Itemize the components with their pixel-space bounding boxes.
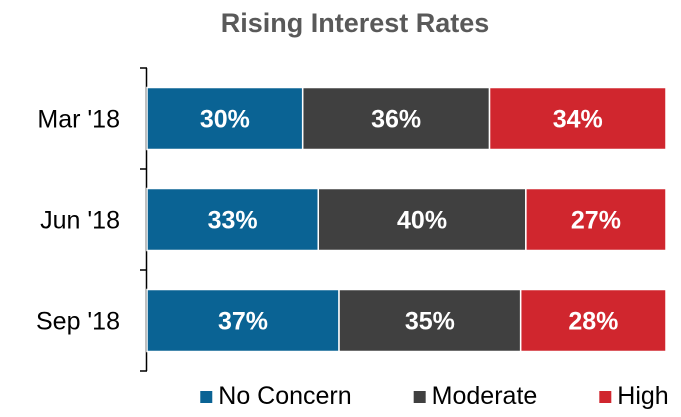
bar-segment-high <box>519 288 667 353</box>
legend-item-no-concern: No Concern <box>200 382 352 410</box>
legend-swatch <box>599 391 612 403</box>
legend: No Concern Moderate High <box>200 382 669 410</box>
data-label: 35% <box>405 308 455 336</box>
category-label: Jun '18 <box>40 207 120 235</box>
category-labels: Mar '18 Jun '18 Sep '18 <box>36 106 120 336</box>
data-label: 27% <box>571 207 621 235</box>
bar-segment-no-concern <box>146 86 304 151</box>
legend-swatch <box>413 391 426 403</box>
bar-segment-moderate <box>317 187 527 252</box>
category-label: Sep '18 <box>36 308 120 336</box>
legend-label: Moderate <box>432 382 538 410</box>
legend-label: High <box>617 382 668 410</box>
data-label: 36% <box>371 106 421 134</box>
bar-segment-no-concern <box>146 187 320 252</box>
bar-segment-moderate <box>301 86 491 151</box>
legend-item-moderate: Moderate <box>413 382 538 410</box>
chart-title: Rising Interest Rates <box>221 8 490 38</box>
data-label: 34% <box>553 106 603 134</box>
data-label: 33% <box>208 207 258 235</box>
bar-segment-high <box>525 187 667 252</box>
data-label: 37% <box>218 308 268 336</box>
legend-label: No Concern <box>218 382 351 410</box>
category-label: Mar '18 <box>37 106 120 134</box>
data-label: 28% <box>568 308 618 336</box>
legend-swatch <box>200 391 213 403</box>
legend-item-high: High <box>599 382 669 410</box>
bars-group: 30% 36% 34% 33% 40% 27% 37% 35% 28% <box>146 86 667 353</box>
data-label: 40% <box>397 207 447 235</box>
bar-segment-high <box>488 86 667 151</box>
data-label: 30% <box>200 106 250 134</box>
bar-segment-no-concern <box>146 288 340 353</box>
y-axis <box>140 67 148 372</box>
